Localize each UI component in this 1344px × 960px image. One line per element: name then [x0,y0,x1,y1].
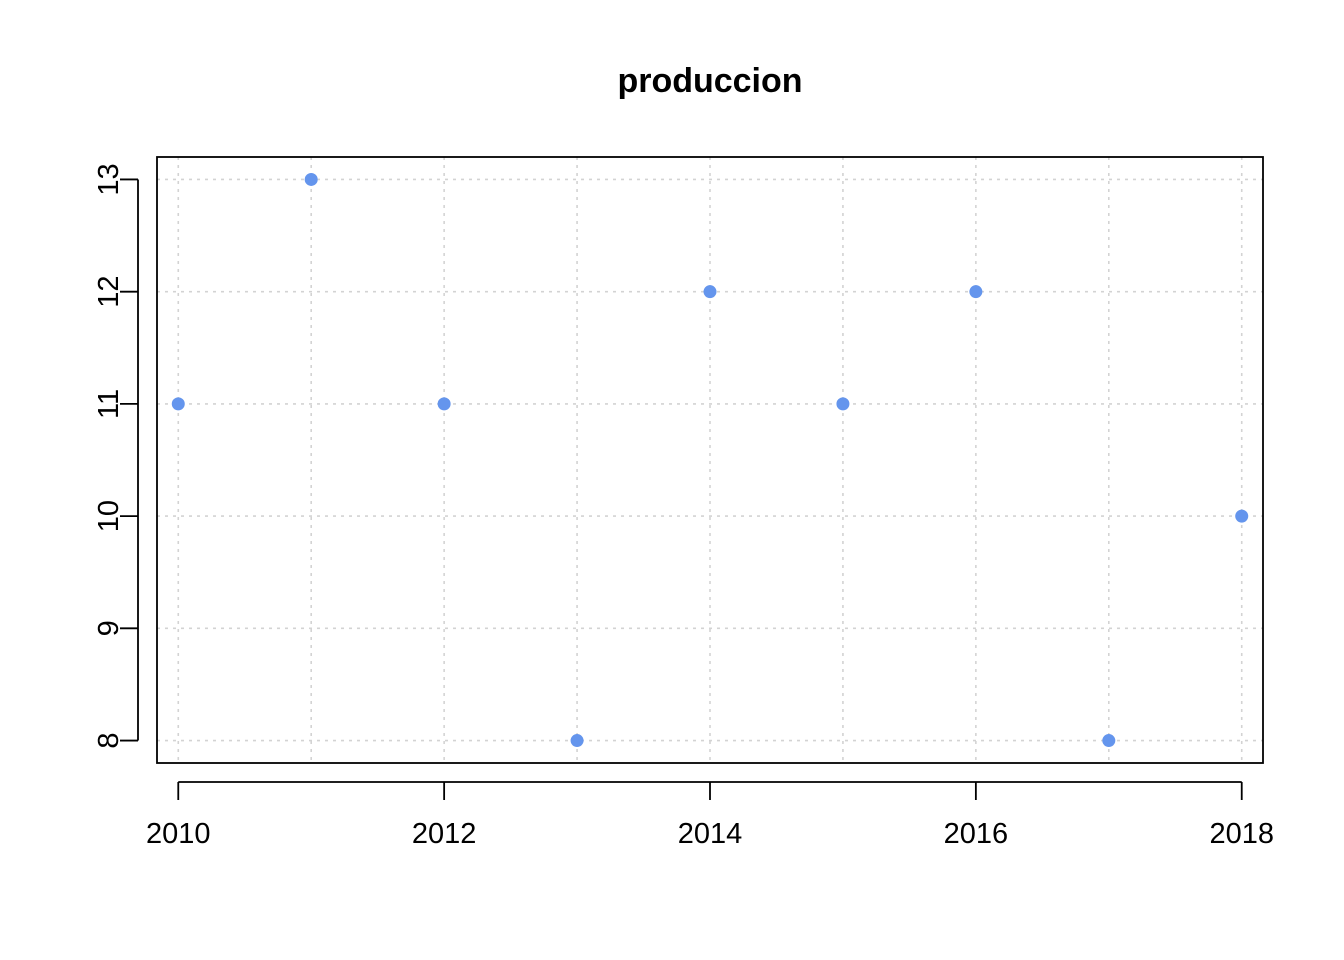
x-tick-label: 2012 [412,818,477,850]
y-tick-label: 10 [93,500,125,532]
x-tick-label: 2016 [944,818,1009,850]
data-point [304,172,318,186]
x-tick-label: 2018 [1209,818,1274,850]
data-point [171,397,185,411]
y-tick-label: 11 [93,389,125,419]
data-point [437,397,451,411]
data-point [570,734,584,748]
grid [157,157,1263,763]
x-tick-label: 2014 [678,818,743,850]
y-tick-label: 9 [93,620,125,636]
data-point [1102,734,1116,748]
data-point [836,397,850,411]
y-tick-label: 8 [93,732,125,748]
x-tick-label: 2010 [146,818,211,850]
chart-title: produccion [617,62,802,100]
data-points [171,172,1249,748]
data-point [703,285,717,299]
data-point [1235,509,1249,523]
data-point [969,285,983,299]
plot-frame [156,156,1264,764]
axes: 2010 2012 2014 2016 2018 8 9 10 11 12 13 [93,163,1274,850]
y-tick-label: 13 [93,163,125,195]
y-tick-label: 12 [93,276,125,308]
